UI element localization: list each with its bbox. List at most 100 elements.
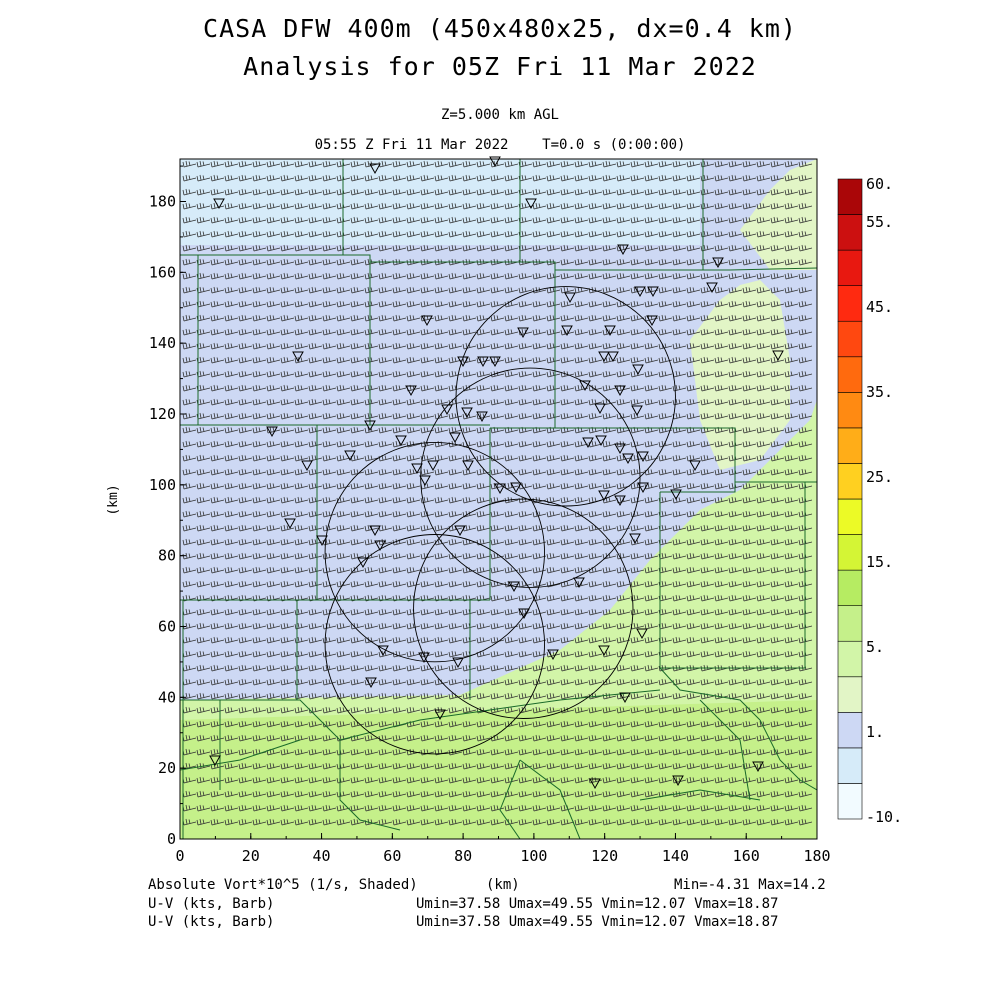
- wind-barb: [728, 454, 743, 462]
- wind-barb: [308, 482, 323, 490]
- wind-barb: [658, 356, 673, 364]
- wind-barb: [210, 272, 225, 280]
- wind-barb: [714, 650, 729, 658]
- wind-barb: [588, 202, 603, 210]
- wind-barb: [224, 720, 239, 728]
- station-marker: [364, 420, 376, 432]
- wind-barb: [616, 384, 631, 392]
- wind-barb: [378, 636, 393, 644]
- wind-barb: [448, 342, 463, 350]
- wind-barb: [224, 426, 239, 434]
- wind-barb: [560, 776, 575, 784]
- wind-barb: [476, 202, 491, 210]
- wind-barb: [602, 412, 617, 420]
- wind-barb: [742, 608, 757, 616]
- wind-barb: [532, 426, 547, 434]
- wind-barb: [210, 762, 225, 770]
- wind-barb: [672, 706, 687, 714]
- wind-barb: [560, 440, 575, 448]
- wind-barb: [406, 762, 421, 770]
- wind-barb: [364, 370, 379, 378]
- y-tick-label: 180: [149, 193, 176, 211]
- wind-barb: [532, 664, 547, 672]
- wind-barb: [182, 440, 197, 448]
- wind-barb: [224, 622, 239, 630]
- wind-barb: [378, 748, 393, 756]
- wind-barb: [742, 398, 757, 406]
- wind-barb: [742, 552, 757, 560]
- station-marker: [421, 315, 433, 327]
- wind-barb: [756, 342, 771, 350]
- wind-barb: [434, 244, 449, 252]
- wind-barb: [602, 384, 617, 392]
- wind-barb: [518, 454, 533, 462]
- wind-barb: [462, 342, 477, 350]
- wind-barb: [196, 608, 211, 616]
- wind-barb: [602, 454, 617, 462]
- wind-barb: [574, 216, 589, 224]
- wind-barb: [280, 818, 295, 826]
- wind-barb: [364, 272, 379, 280]
- wind-barb: [560, 244, 575, 252]
- wind-barb: [728, 272, 743, 280]
- county-line: [339, 689, 661, 741]
- wind-barb: [630, 538, 645, 546]
- wind-barb: [532, 342, 547, 350]
- wind-barb: [392, 328, 407, 336]
- wind-barb: [714, 230, 729, 238]
- wind-barb: [196, 538, 211, 546]
- wind-barb: [504, 818, 519, 826]
- wind-barb: [462, 328, 477, 336]
- wind-barb: [742, 538, 757, 546]
- wind-barb: [546, 790, 561, 798]
- wind-barb: [756, 216, 771, 224]
- wind-barb: [420, 538, 435, 546]
- wind-barb: [798, 776, 813, 784]
- wind-barb: [644, 552, 659, 560]
- wind-barb: [770, 160, 785, 168]
- wind-barb: [770, 426, 785, 434]
- wind-barb: [798, 748, 813, 756]
- wind-barb: [280, 580, 295, 588]
- wind-barb: [728, 636, 743, 644]
- wind-barb: [518, 664, 533, 672]
- wind-barb: [420, 216, 435, 224]
- wind-barb: [574, 580, 589, 588]
- wind-barb: [420, 566, 435, 574]
- wind-barb: [350, 202, 365, 210]
- wind-barb: [756, 174, 771, 182]
- wind-barb: [266, 664, 281, 672]
- wind-barb: [602, 300, 617, 308]
- wind-barb: [784, 818, 799, 826]
- station-marker: [419, 475, 431, 487]
- wind-barb: [728, 510, 743, 518]
- wind-barb: [644, 272, 659, 280]
- wind-barb: [798, 538, 813, 546]
- wind-barb: [434, 720, 449, 728]
- wind-barb: [210, 202, 225, 210]
- wind-barb: [294, 552, 309, 560]
- wind-barb: [210, 818, 225, 826]
- wind-barb: [392, 790, 407, 798]
- wind-barb: [280, 356, 295, 364]
- wind-barb: [476, 468, 491, 476]
- wind-barb: [560, 720, 575, 728]
- wind-barb: [434, 370, 449, 378]
- wind-barb: [714, 804, 729, 812]
- wind-barb: [252, 678, 267, 686]
- wind-barb: [700, 356, 715, 364]
- wind-barb: [490, 202, 505, 210]
- wind-barb: [476, 748, 491, 756]
- wind-barb: [406, 776, 421, 784]
- colorbar-swatch: [837, 676, 863, 713]
- wind-barb: [742, 818, 757, 826]
- wind-barb: [714, 594, 729, 602]
- station-marker: [454, 525, 466, 537]
- wind-barb: [504, 566, 519, 574]
- wind-barb: [308, 566, 323, 574]
- wind-barb: [532, 748, 547, 756]
- wind-barb: [224, 566, 239, 574]
- wind-barb: [728, 650, 743, 658]
- wind-barb: [462, 496, 477, 504]
- wind-barb: [490, 762, 505, 770]
